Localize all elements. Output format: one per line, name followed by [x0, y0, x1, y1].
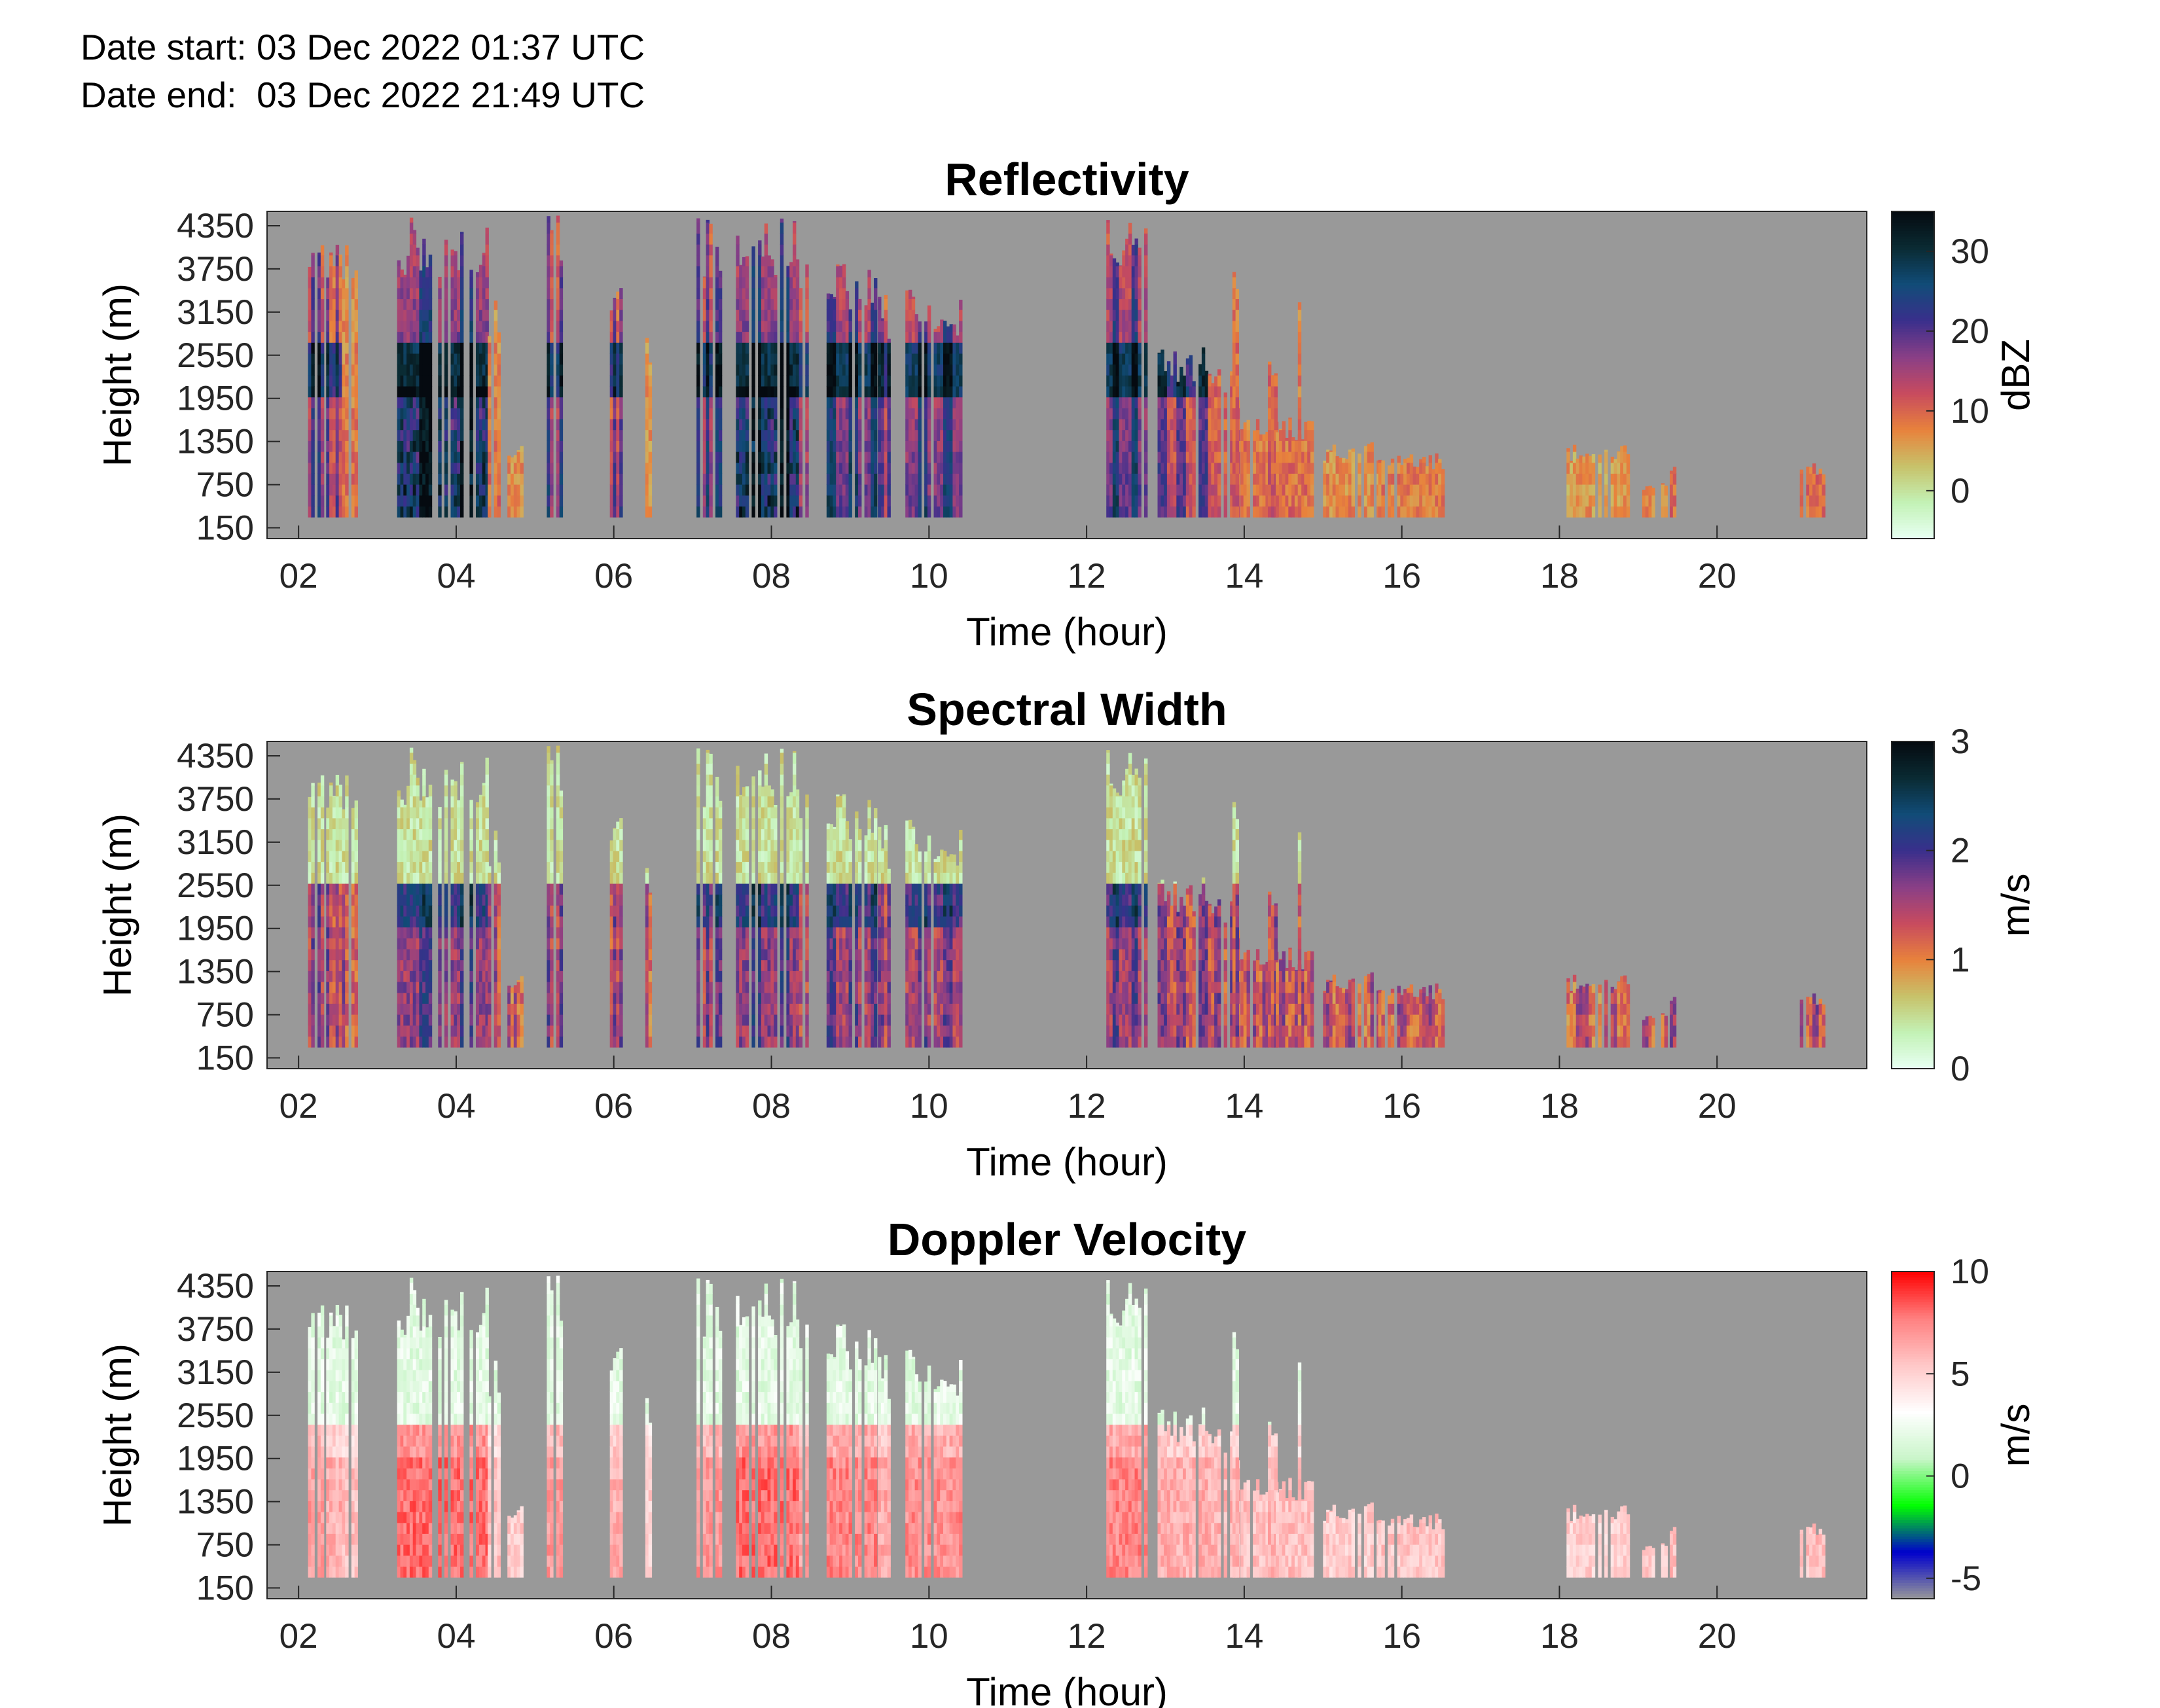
y-tick-label: 3750 [177, 780, 254, 819]
x-tick-label: 12 [1068, 1087, 1106, 1126]
heatmap-cells [308, 215, 1826, 518]
colorbar-tick-label: 0 [1951, 1050, 1970, 1088]
x-tick-label: 02 [279, 1087, 318, 1126]
x-tick-label: 18 [1540, 1617, 1579, 1656]
y-axis-label: Height (m) [96, 813, 139, 997]
panel-title: Spectral Width [907, 684, 1227, 735]
colorbar: 0 10 20 30 dBZ [1891, 211, 2038, 539]
x-tick-label: 16 [1382, 1617, 1421, 1656]
heatmap-cells [308, 745, 1826, 1048]
y-axis-label: Height (m) [96, 1343, 139, 1527]
x-tick-label: 18 [1540, 557, 1579, 596]
y-tick-label: 150 [196, 1569, 254, 1608]
panel-1: 150 750 1350 1950 2550 3150 3750 4350 02 04 06 08 10… [96, 154, 2038, 654]
colorbar-label: m/s [1994, 874, 2038, 937]
y-tick-label: 3150 [177, 1353, 254, 1392]
colorbar-tick-label: 0 [1951, 472, 1970, 510]
x-tick-label: 08 [752, 1087, 791, 1126]
colorbar-frame [1891, 1271, 1935, 1599]
x-tick-label: 14 [1225, 1617, 1263, 1656]
x-tick-label: 04 [437, 1617, 475, 1656]
x-tick-label: 14 [1225, 1087, 1263, 1126]
y-tick-label: 4350 [177, 207, 254, 245]
colorbar-frame [1891, 741, 1935, 1069]
y-tick-label: 1950 [177, 910, 254, 948]
y-tick-label: 750 [196, 466, 254, 505]
y-tick-label: 1350 [177, 1483, 254, 1521]
colorbar-tick-label: 0 [1951, 1457, 1970, 1496]
panel-title: Doppler Velocity [888, 1214, 1247, 1265]
panel-title: Reflectivity [945, 154, 1189, 205]
heatmap-cells [308, 1275, 1826, 1578]
axes-box [266, 741, 1867, 1069]
y-tick-label: 2550 [177, 866, 254, 905]
y-tick-label: 3750 [177, 250, 254, 289]
y-tick-label: 750 [196, 1526, 254, 1565]
colorbar-tick-label: 10 [1951, 392, 1989, 431]
x-tick-label: 06 [594, 1617, 633, 1656]
y-tick-label: 3150 [177, 293, 254, 332]
x-tick-label: 06 [594, 1087, 633, 1126]
y-tick-label: 2550 [177, 1397, 254, 1435]
x-tick-label: 18 [1540, 1087, 1579, 1126]
x-tick-label: 16 [1382, 557, 1421, 596]
x-tick-label: 04 [437, 557, 475, 596]
x-tick-label: 08 [752, 557, 791, 596]
colorbar-tick-label: 10 [1951, 1253, 1989, 1291]
colorbar-tick-label: 1 [1951, 940, 1970, 979]
y-tick-label: 1950 [177, 380, 254, 418]
y-tick-label: 4350 [177, 737, 254, 775]
date-start-label: Date start: 03 Dec 2022 01:37 UTC [81, 27, 645, 67]
x-axis-label: Time (hour) [966, 1670, 1168, 1708]
x-axis-label: Time (hour) [966, 610, 1168, 654]
axes-box [266, 211, 1867, 539]
x-tick-label: 10 [910, 1617, 948, 1656]
y-tick-label: 150 [196, 1039, 254, 1078]
x-tick-label: 12 [1068, 557, 1106, 596]
x-tick-label: 10 [910, 1087, 948, 1126]
y-tick-label: 3750 [177, 1310, 254, 1349]
y-tick-label: 2550 [177, 336, 254, 375]
y-tick-label: 1350 [177, 423, 254, 461]
x-tick-label: 02 [279, 557, 318, 596]
x-tick-label: 04 [437, 1087, 475, 1126]
x-axis-label: Time (hour) [966, 1140, 1168, 1184]
colorbar-tick-label: -5 [1951, 1559, 1981, 1598]
x-tick-label: 14 [1225, 557, 1263, 596]
colorbar-tick-label: 3 [1951, 722, 1970, 761]
colorbar-tick-label: 5 [1951, 1355, 1970, 1393]
x-tick-label: 10 [910, 557, 948, 596]
y-tick-label: 1950 [177, 1440, 254, 1478]
y-tick-label: 150 [196, 509, 254, 548]
x-tick-label: 20 [1698, 557, 1737, 596]
x-tick-label: 02 [279, 1617, 318, 1656]
y-tick-label: 1350 [177, 953, 254, 991]
y-tick-label: 4350 [177, 1267, 254, 1306]
colorbar-frame [1891, 211, 1935, 539]
colorbar-label: m/s [1994, 1404, 2038, 1467]
axes-box [266, 1271, 1867, 1599]
x-tick-label: 08 [752, 1617, 791, 1656]
colorbar: 0 1 2 3 m/s [1891, 722, 2038, 1088]
colorbar-tick-label: 20 [1951, 312, 1989, 351]
x-tick-label: 20 [1698, 1617, 1737, 1656]
panel-3: 150 750 1350 1950 2550 3150 3750 4350 02 04 06 08 10… [96, 1214, 2038, 1708]
x-tick-label: 06 [594, 557, 633, 596]
x-tick-label: 20 [1698, 1087, 1737, 1126]
colorbar: -5 0 5 10 m/s [1891, 1253, 2038, 1599]
date-end-label: Date end: 03 Dec 2022 21:49 UTC [81, 75, 645, 115]
y-tick-label: 3150 [177, 823, 254, 862]
colorbar-tick-label: 2 [1951, 832, 1970, 870]
y-tick-label: 750 [196, 996, 254, 1035]
x-tick-label: 12 [1068, 1617, 1106, 1656]
colorbar-tick-label: 30 [1951, 232, 1989, 271]
colorbar-label: dBZ [1994, 339, 2038, 411]
x-tick-label: 16 [1382, 1087, 1421, 1126]
y-axis-label: Height (m) [96, 283, 139, 467]
